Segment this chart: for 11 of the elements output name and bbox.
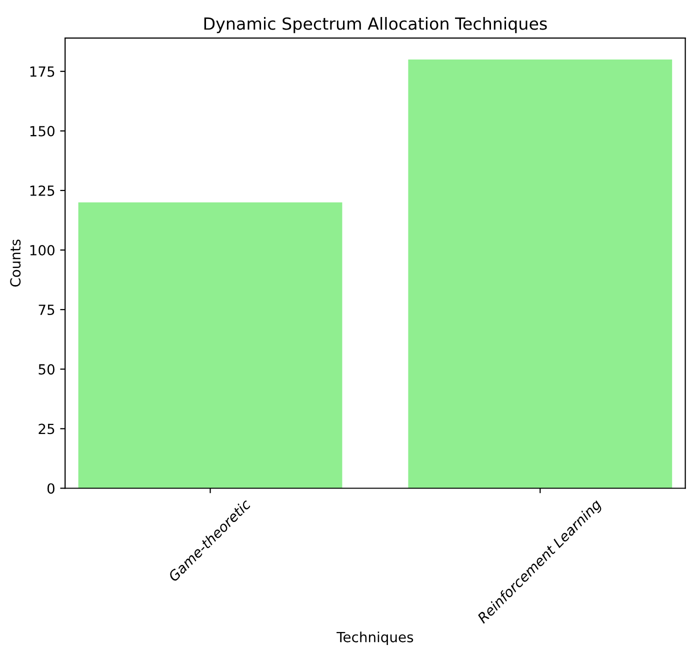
y-tick-label: 150: [30, 126, 54, 136]
y-tick-label: 0: [47, 483, 54, 494]
y-tick-label: 175: [30, 66, 54, 77]
y-tick-label: 125: [30, 185, 54, 196]
y-axis-title: Counts: [10, 240, 21, 287]
chart-title: Dynamic Spectrum Allocation Techniques: [204, 17, 547, 34]
y-tick-label: 75: [38, 304, 54, 316]
x-axis-title: Techniques: [336, 632, 414, 646]
y-tick-label: 50: [38, 364, 54, 375]
y-tick-label: 100: [30, 245, 54, 256]
y-tick-label: 25: [38, 424, 54, 434]
